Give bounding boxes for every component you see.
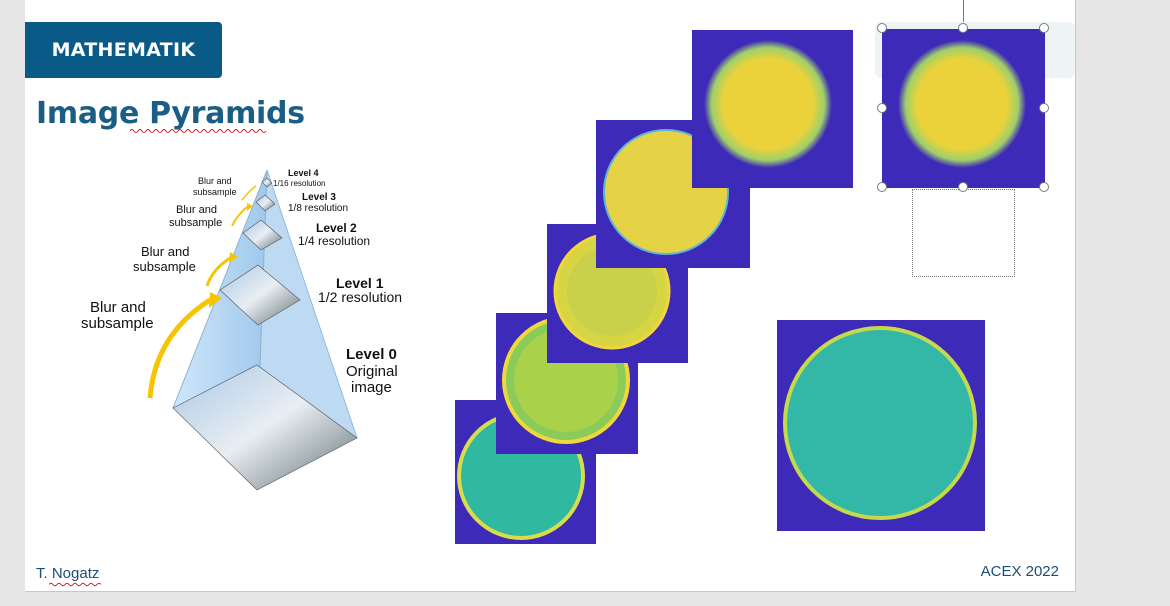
- level-4-resolution: 1/16 resolution: [273, 179, 325, 188]
- resize-handle-top-right[interactable]: [1039, 23, 1049, 33]
- blur-label-2: Blur and: [141, 244, 189, 259]
- original-heatmap-image[interactable]: [777, 320, 985, 531]
- footer-author: T. Nogatz: [36, 565, 100, 582]
- level-1-resolution: 1/2 resolution: [318, 289, 402, 305]
- level-1-label: Level 1: [336, 275, 384, 291]
- level-0-description-line2: image: [351, 379, 392, 396]
- pyramid-image-level-4[interactable]: [692, 30, 853, 188]
- blur-label-3b: subsample: [169, 217, 222, 229]
- selected-blurred-image[interactable]: [882, 29, 1045, 188]
- blur-label-3: Blur and: [176, 204, 217, 216]
- level-2-label: Level 2: [316, 221, 357, 235]
- empty-placeholder-box[interactable]: [912, 189, 1015, 277]
- resize-handle-bottom-right[interactable]: [1039, 182, 1049, 192]
- footer-event: ACEX 2022: [980, 563, 1059, 580]
- level-2-resolution: 1/4 resolution: [298, 234, 370, 248]
- blur-label-small-4: Blur and: [198, 176, 232, 186]
- level-2-image: [242, 219, 283, 251]
- blur-label-1b: subsample: [81, 315, 154, 332]
- spellcheck-underline: [130, 129, 267, 133]
- level-3-image: [255, 194, 276, 212]
- resize-handle-top-left[interactable]: [877, 23, 887, 33]
- blur-label-1: Blur and: [90, 299, 146, 316]
- blur-arrow-large: [147, 297, 212, 399]
- resize-handle-bottom-center[interactable]: [958, 182, 968, 192]
- level-0-label: Level 0: [346, 346, 397, 363]
- level-0-description-line1: Original: [346, 363, 398, 380]
- level-3-resolution: 1/8 resolution: [288, 203, 348, 214]
- image-pyramid-illustration: Level 4 1/16 resolution Level 3 1/8 reso…: [81, 168, 402, 491]
- blur-label-2b: subsample: [133, 259, 196, 274]
- resize-handle-middle-left[interactable]: [877, 103, 887, 113]
- resize-handle-middle-right[interactable]: [1039, 103, 1049, 113]
- section-badge: MATHEMATIK: [25, 22, 222, 78]
- blur-label-small-4b: subsample: [193, 187, 237, 197]
- level-3-label: Level 3: [302, 192, 336, 203]
- level-4-label: Level 4: [288, 168, 319, 178]
- level-0-image: [172, 364, 358, 491]
- resize-handle-bottom-left[interactable]: [877, 182, 887, 192]
- resize-handle-top-center[interactable]: [958, 23, 968, 33]
- level-1-image: [219, 264, 301, 326]
- spellcheck-underline-footer: [49, 582, 101, 587]
- level-4-image: [261, 177, 273, 188]
- slide-title[interactable]: Image Pyramids: [36, 96, 305, 131]
- rotate-connector: [963, 0, 964, 22]
